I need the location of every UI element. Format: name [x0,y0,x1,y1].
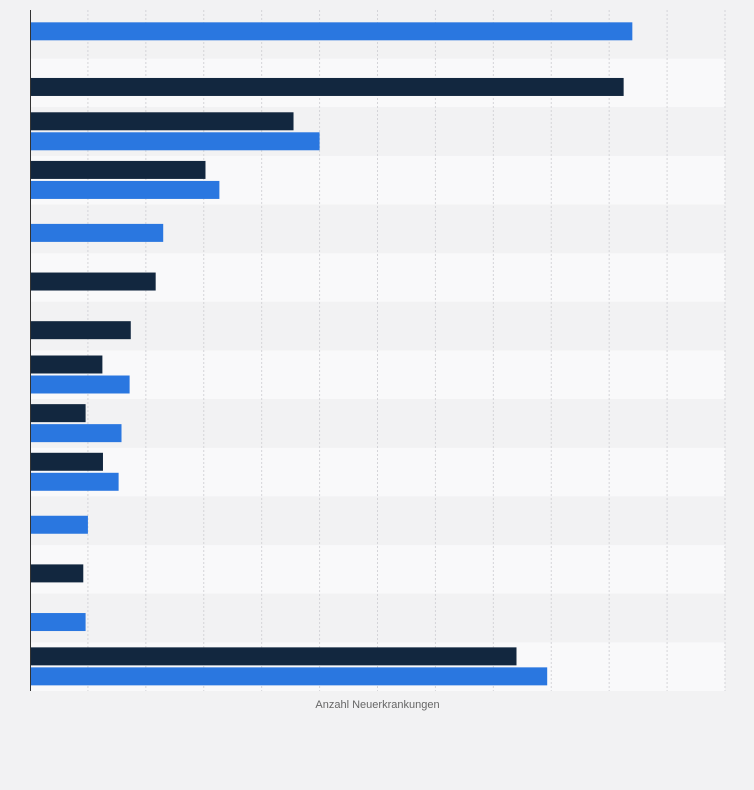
bar-series-2[interactable] [30,355,103,374]
bar-series-1[interactable] [30,472,119,491]
bar-series-1[interactable] [30,424,122,443]
row-band [30,545,725,594]
bar-series-1[interactable] [30,515,88,534]
bar-series-1[interactable] [30,132,320,151]
row-band [30,496,725,546]
bar-series-2[interactable] [30,452,103,471]
bars [30,22,633,686]
bar-series-2[interactable] [30,321,131,340]
bar-series-2[interactable] [30,77,624,96]
grid-lines [87,10,726,691]
bar-series-1[interactable] [30,22,633,41]
bar-series-2[interactable] [30,272,156,291]
bar-series-2[interactable] [30,564,84,583]
bar-series-1[interactable] [30,613,86,632]
x-axis-label: Anzahl Neuerkrankungen [315,699,439,711]
bar-series-1[interactable] [30,375,130,394]
bar-series-2[interactable] [30,404,86,423]
bar-series-2[interactable] [30,112,294,131]
bar-series-1[interactable] [30,223,164,242]
bar-series-1[interactable] [30,180,220,199]
bar-series-2[interactable] [30,647,517,666]
bar-series-1[interactable] [30,667,548,686]
bar-series-2[interactable] [30,160,206,179]
